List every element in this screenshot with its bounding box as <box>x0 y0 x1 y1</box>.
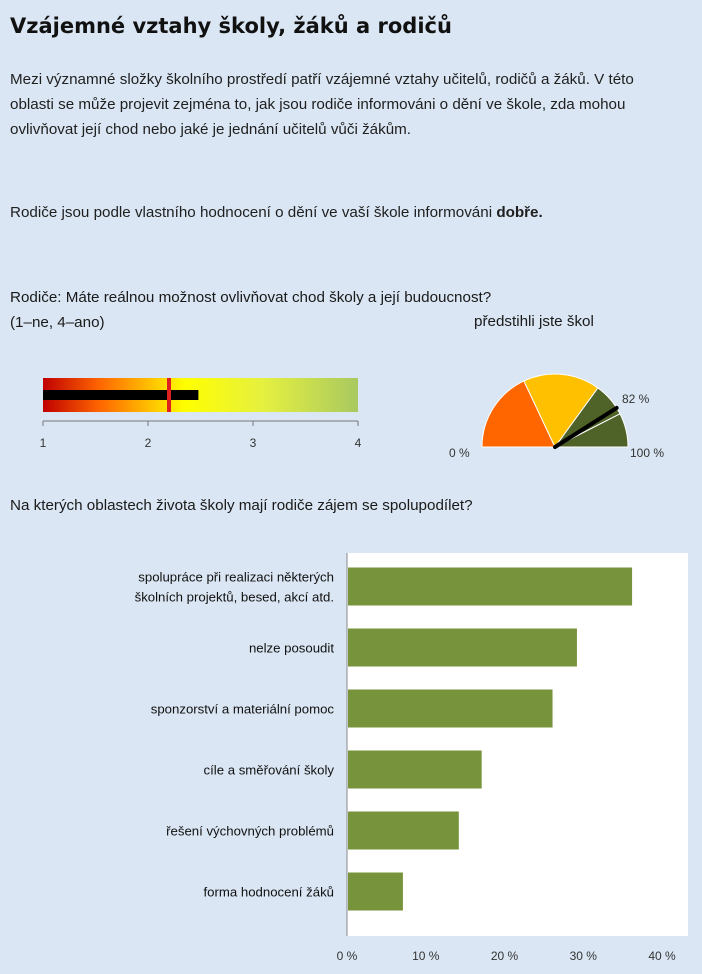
bar <box>348 750 482 789</box>
bullet-tick-label: 3 <box>250 436 257 450</box>
bar <box>348 872 403 911</box>
bar <box>348 628 577 667</box>
question-influence-text: Rodiče: Máte reálnou možnost ovlivňovat … <box>10 289 492 306</box>
bar <box>348 567 633 606</box>
x-tick-label: 20 % <box>491 949 519 963</box>
bar <box>348 689 553 728</box>
category-label: spolupráce při realizaci některých <box>138 570 334 585</box>
percentile-gauge: 0 % 82 % 100 % <box>449 373 664 460</box>
x-tick-label: 30 % <box>570 949 598 963</box>
gauge-max-label: 100 % <box>630 446 664 460</box>
bullet-target-marker <box>167 378 171 412</box>
influence-bullet-chart: 1 2 3 4 <box>40 378 362 450</box>
category-label: řešení výchovných problémů <box>166 824 334 839</box>
category-label: sponzorství a materiální pomoc <box>151 702 335 717</box>
page-title: Vzájemné vztahy školy, žáků a rodičů <box>10 14 452 38</box>
participation-bar-chart: spolupráce při realizaci některých školní… <box>135 553 688 963</box>
gauge-min-label: 0 % <box>449 446 470 460</box>
intro-paragraph: Mezi významné složky školního prostředí … <box>10 71 634 138</box>
category-label: školních projektů, besed, akcí atd. <box>135 590 334 605</box>
bullet-tick-label: 4 <box>355 436 362 450</box>
gauge-sector <box>523 373 599 448</box>
bar <box>348 811 459 850</box>
question-influence: Rodiče: Máte reálnou možnost ovlivňovat … <box>10 285 491 335</box>
gauge-caption: předstihli jste škol <box>474 313 594 330</box>
gauge-value-label: 82 % <box>622 392 650 406</box>
gauge-sector <box>481 380 556 448</box>
info-value: dobře. <box>496 204 543 221</box>
question-participation: Na kterých oblastech života školy mají r… <box>10 497 473 514</box>
x-tick-label: 40 % <box>648 949 676 963</box>
question-influence-scale: (1–ne, 4–ano) <box>10 314 105 331</box>
gauge-sector <box>554 413 629 448</box>
bullet-tick-label: 1 <box>40 436 47 450</box>
category-label: cíle a směřování školy <box>204 763 335 778</box>
info-text: Rodiče jsou podle vlastního hodnocení o … <box>10 204 493 221</box>
x-tick-label: 0 % <box>337 949 358 963</box>
category-label: nelze posoudit <box>249 641 334 656</box>
category-label: forma hodnocení žáků <box>204 885 335 900</box>
bullet-tick-label: 2 <box>145 436 152 450</box>
bullet-value-bar <box>43 390 199 400</box>
plot-area <box>347 553 688 936</box>
gauge-needle <box>553 405 619 449</box>
info-paragraph: Rodiče jsou podle vlastního hodnocení o … <box>10 200 680 225</box>
x-tick-label: 10 % <box>412 949 440 963</box>
